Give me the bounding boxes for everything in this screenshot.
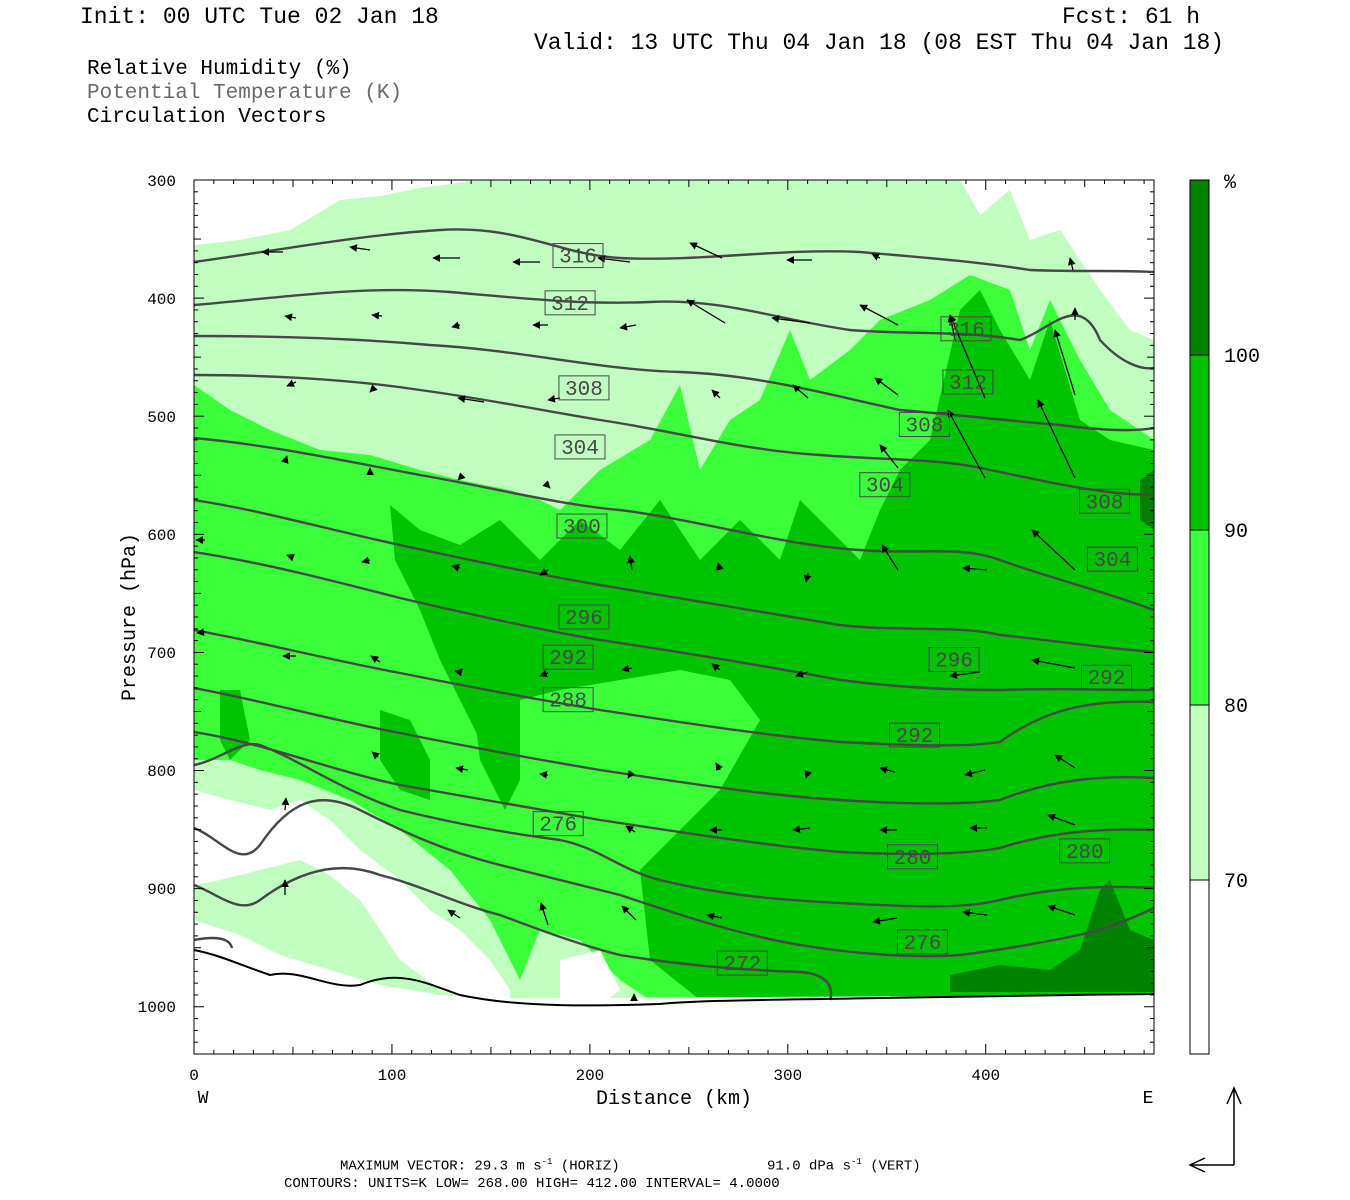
theta-contour-label: 304 bbox=[1094, 550, 1132, 573]
colorbar-label: 70 bbox=[1224, 871, 1248, 894]
y-tick-label: 700 bbox=[147, 645, 176, 663]
theta-contour-label: 312 bbox=[949, 373, 987, 396]
valid-time: Valid: 13 UTC Thu 04 Jan 18 (08 EST Thu … bbox=[534, 30, 1225, 56]
y-axis-title: Pressure (hPa) bbox=[119, 533, 142, 701]
footer-max-vector-vert: 91.0 dPa s-1 (VERT) bbox=[767, 1157, 921, 1175]
theta-label-box bbox=[542, 687, 594, 713]
x-tick-label: 100 bbox=[378, 1067, 407, 1085]
x-tick-label: 400 bbox=[971, 1067, 1000, 1085]
circulation-vectors bbox=[195, 242, 1079, 1002]
theta-contour-label: 288 bbox=[549, 691, 587, 714]
theta-contour-label: 276 bbox=[539, 815, 577, 838]
theta-contour-label: 308 bbox=[905, 415, 943, 438]
theta-contour-label: 312 bbox=[551, 294, 589, 317]
x-end-label-east: E bbox=[1143, 1089, 1154, 1109]
theta-contour-label: 316 bbox=[947, 320, 985, 343]
footer-contours: CONTOURS: UNITS=K LOW= 268.00 HIGH= 412.… bbox=[284, 1176, 780, 1192]
theta-label-box bbox=[544, 290, 596, 316]
theta-contours bbox=[194, 228, 1154, 1001]
theta-label-box bbox=[552, 243, 604, 269]
theta-label-box bbox=[554, 434, 606, 460]
colorbar: % 100 90 80 70 bbox=[1189, 172, 1260, 1055]
x-tick-label: 300 bbox=[773, 1067, 802, 1085]
theta-label-box bbox=[888, 722, 940, 748]
theta-contour-label: 276 bbox=[904, 933, 942, 956]
theta-label-box bbox=[1059, 838, 1111, 864]
theta-label-box bbox=[940, 316, 992, 342]
theta-label-box bbox=[896, 929, 948, 955]
x-end-label-west: W bbox=[198, 1089, 209, 1109]
y-tick-label: 800 bbox=[147, 763, 176, 781]
theta-label-box bbox=[558, 375, 610, 401]
theta-label-box bbox=[716, 950, 768, 976]
terrain-line bbox=[193, 949, 1155, 1007]
theta-label-box bbox=[898, 411, 950, 437]
theta-contour-label: 272 bbox=[723, 954, 761, 977]
max-vector-horiz-value: MAXIMUM VECTOR: 29.3 m s bbox=[340, 1158, 542, 1175]
colorbar-label: 90 bbox=[1224, 521, 1248, 544]
y-tick-label: 300 bbox=[147, 173, 176, 191]
legend-vectors: Circulation Vectors bbox=[87, 106, 327, 129]
forecast-hour: Fcst: 61 h bbox=[1062, 4, 1201, 30]
theta-contour-label: 300 bbox=[563, 517, 601, 540]
init-time: Init: 00 UTC Tue 02 Jan 18 bbox=[80, 4, 439, 30]
theta-label-box bbox=[1086, 546, 1138, 572]
theta-contour-label: 304 bbox=[561, 438, 599, 461]
theta-contour-label: 292 bbox=[549, 648, 587, 671]
theta-label-box bbox=[532, 811, 584, 837]
theta-contour-label: 316 bbox=[559, 247, 597, 270]
theta-contour-label: 292 bbox=[896, 726, 934, 749]
theta-label-box bbox=[1079, 488, 1131, 514]
theta-label-box bbox=[556, 513, 608, 539]
theta-label-box bbox=[928, 647, 980, 673]
unit-exponent: -1 bbox=[851, 1157, 862, 1167]
unit-exponent: -1 bbox=[541, 1157, 553, 1167]
y-tick-label: 600 bbox=[147, 527, 176, 545]
horiz-label: (HORIZ) bbox=[552, 1158, 620, 1175]
x-axis-title: Distance (km) bbox=[596, 1088, 752, 1111]
theta-contour-label: 280 bbox=[1066, 842, 1104, 865]
theta-contour-label: 296 bbox=[935, 651, 973, 674]
y-tick-label: 400 bbox=[147, 291, 176, 309]
footer-max-vector: MAXIMUM VECTOR: 29.3 m s-1 (HORIZ) bbox=[340, 1157, 620, 1175]
y-tick-label: 900 bbox=[147, 881, 176, 899]
theta-label-box bbox=[887, 844, 939, 870]
colorbar-label: 80 bbox=[1224, 696, 1248, 719]
theta-label-box bbox=[558, 604, 610, 630]
legend-theta: Potential Temperature (K) bbox=[87, 82, 403, 105]
axis-ticks bbox=[193, 179, 1154, 1055]
max-vector-vert-value: 91.0 dPa s bbox=[767, 1158, 852, 1175]
x-tick-label: 200 bbox=[575, 1067, 604, 1085]
theta-label-box bbox=[1080, 664, 1132, 690]
legend-rh: Relative Humidity (%) bbox=[87, 58, 352, 81]
theta-contour-label: 296 bbox=[565, 608, 603, 631]
theta-contour-label: 292 bbox=[1088, 668, 1126, 691]
colorbar-label: 100 bbox=[1224, 346, 1260, 369]
theta-label-box bbox=[542, 644, 594, 670]
y-tick-label: 1000 bbox=[138, 999, 176, 1017]
theta-contour-label: 304 bbox=[866, 476, 904, 499]
theta-contour-label: 280 bbox=[894, 848, 932, 871]
theta-label-box bbox=[859, 472, 911, 498]
theta-label-layer: 316 312 308 304 300 296 292 288 276 272 276 280 280 2… bbox=[532, 243, 1138, 977]
theta-contour-label: 308 bbox=[565, 379, 603, 402]
vert-label: (VERT) bbox=[861, 1158, 921, 1175]
rh-shading bbox=[194, 180, 1154, 1054]
colorbar-unit: % bbox=[1224, 172, 1237, 195]
theta-contour-label: 308 bbox=[1086, 492, 1124, 515]
reference-vector-icon bbox=[1188, 1086, 1242, 1173]
theta-label-box bbox=[942, 369, 994, 395]
y-tick-label: 500 bbox=[147, 409, 176, 427]
x-tick-label: 0 bbox=[189, 1067, 199, 1085]
